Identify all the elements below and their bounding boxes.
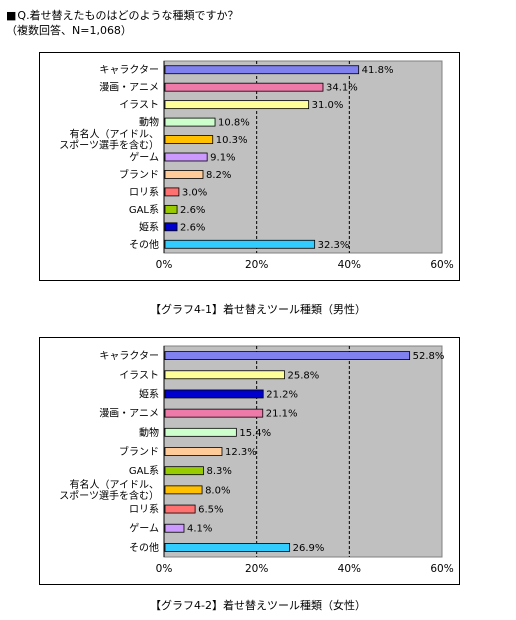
bar: [164, 351, 411, 360]
category-label: イラスト: [119, 369, 159, 381]
category-label: 漫画・アニメ: [99, 408, 159, 420]
chart-female-caption: 【グラフ4-2】着せ替えツール種類（女性）: [150, 599, 366, 612]
data-label: 26.9%: [293, 543, 325, 554]
bar: [164, 485, 203, 495]
bar: [164, 152, 208, 162]
bar: [164, 187, 180, 197]
question-text: Q.着せ替えたものはどのような種類ですか？: [17, 9, 239, 22]
x-tick-label: 60%: [430, 259, 453, 271]
data-label: 4.1%: [187, 524, 212, 535]
category-label: ゲーム: [129, 523, 159, 535]
category-label: 有名人（アイドル、スポーツ選手を含む）: [59, 478, 159, 502]
data-label: 8.2%: [206, 170, 231, 181]
category-label: ゲーム: [129, 152, 159, 164]
data-label: 10.8%: [218, 118, 250, 129]
bar: [164, 447, 223, 456]
data-label: 12.3%: [225, 447, 257, 458]
bar: [164, 504, 196, 514]
category-label: 姫系: [139, 387, 159, 400]
data-label: 2.6%: [180, 205, 205, 216]
bar: [164, 523, 185, 533]
chart-male-caption: 【グラフ4-1】着せ替えツール種類（男性）: [150, 303, 366, 316]
data-label: 31.0%: [312, 100, 344, 111]
category-label: ブランド: [119, 168, 159, 181]
x-tick-label: 20%: [245, 259, 268, 271]
data-label: 34.1%: [326, 83, 358, 94]
bar: [164, 117, 216, 127]
category-label: イラスト: [119, 99, 159, 111]
category-label: キャラクター: [99, 64, 159, 76]
response-note: （複数回答、N=1,068）: [6, 24, 132, 37]
chart-female: 52.8% キャラクター 25.8% イラスト 21.2% 姫系 21.1% 漫画・アニメ 15…: [59, 345, 454, 575]
bar: [164, 222, 178, 232]
category-label: ブランド: [119, 445, 159, 458]
category-label: 姫系: [139, 220, 159, 233]
category-label: ロリ系: [129, 504, 159, 516]
bar: [164, 427, 237, 437]
data-label: 2.6%: [180, 222, 205, 233]
category-label: ロリ系: [129, 186, 159, 198]
category-label: 動物: [139, 116, 159, 129]
bar: [164, 100, 310, 110]
data-label: 15.4%: [239, 428, 271, 439]
x-tick-label: 60%: [430, 563, 453, 575]
bar: [164, 389, 264, 399]
x-tick-label: 0%: [156, 259, 173, 271]
bar: [164, 135, 214, 144]
category-label: 漫画・アニメ: [99, 82, 159, 94]
category-label: GAL系: [129, 465, 159, 477]
data-label: 9.1%: [210, 153, 235, 164]
bar: [164, 408, 264, 418]
x-tick-label: 40%: [338, 563, 361, 575]
data-label: 10.3%: [216, 135, 248, 146]
data-label: 3.0%: [182, 187, 207, 198]
chart-male-panel: 41.8% キャラクター 34.1% 漫画・アニメ 31.0% イラスト 10.8% 動物 10…: [39, 52, 460, 281]
data-label: 25.8%: [288, 370, 320, 381]
bar: [164, 65, 360, 75]
chart-header: ■ Q.着せ替えたものはどのような種類ですか？ （複数回答、N=1,068）: [6, 8, 239, 38]
bar: [164, 543, 291, 552]
category-label: その他: [129, 541, 159, 554]
bar: [164, 239, 316, 249]
plot-area: [163, 60, 443, 254]
chart-male: 41.8% キャラクター 34.1% 漫画・アニメ 31.0% イラスト 10.8% 動物 10…: [59, 60, 454, 271]
square-bullet-icon: ■: [6, 9, 17, 22]
data-label: 52.8%: [413, 351, 445, 362]
category-label: その他: [129, 238, 159, 251]
bar: [164, 82, 324, 92]
bar: [164, 466, 204, 476]
bar: [164, 204, 178, 214]
question-title: ■ Q.着せ替えたものはどのような種類ですか？: [6, 8, 239, 23]
category-label: 有名人（アイドル、スポーツ選手を含む）: [59, 128, 159, 152]
category-label: 動物: [139, 426, 159, 439]
category-label: キャラクター: [99, 350, 159, 362]
x-tick-label: 0%: [156, 563, 173, 575]
x-tick-label: 20%: [245, 563, 268, 575]
data-label: 41.8%: [362, 65, 394, 76]
category-label: GAL系: [129, 204, 159, 216]
data-label: 6.5%: [198, 505, 223, 516]
data-label: 21.1%: [266, 409, 298, 420]
data-label: 32.3%: [318, 240, 350, 251]
data-label: 21.2%: [266, 389, 298, 400]
bar: [164, 170, 204, 179]
chart-female-panel: 52.8% キャラクター 25.8% イラスト 21.2% 姫系 21.1% 漫画・アニメ 15…: [39, 337, 460, 585]
data-label: 8.3%: [206, 466, 231, 477]
x-tick-label: 40%: [338, 259, 361, 271]
data-label: 8.0%: [205, 485, 230, 496]
bar: [164, 370, 285, 380]
